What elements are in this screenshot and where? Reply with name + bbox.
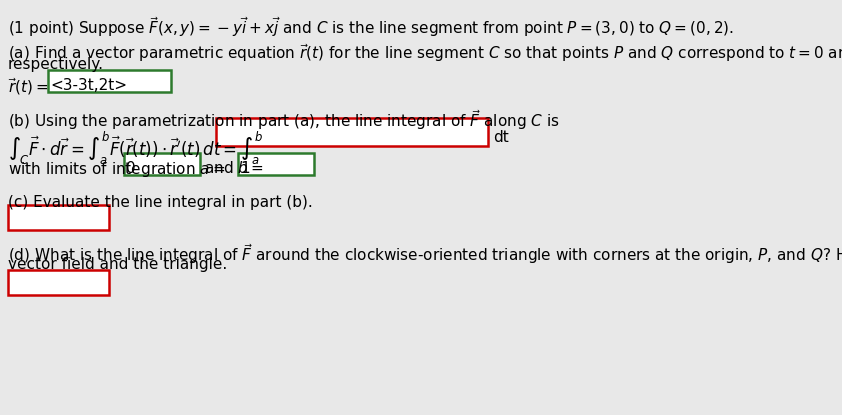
Text: dt: dt (493, 130, 509, 145)
Text: (a) Find a vector parametric equation $\vec{r}(t)$ for the line segment $C$ so t: (a) Find a vector parametric equation $\… (8, 42, 842, 64)
Text: respectively.: respectively. (8, 57, 104, 72)
Text: with limits of integration $a = $: with limits of integration $a = $ (8, 160, 225, 179)
Text: (1 point) Suppose $\vec{F}(x, y) = -y\vec{i} + x\vec{j}$ and $C$ is the line seg: (1 point) Suppose $\vec{F}(x, y) = -y\ve… (8, 15, 733, 39)
FancyBboxPatch shape (237, 153, 314, 175)
Text: vector field and the triangle.: vector field and the triangle. (8, 257, 226, 272)
Text: and $b = $: and $b = $ (204, 160, 264, 176)
Text: $\int_C \vec{F} \cdot d\vec{r} = \int_a^b \vec{F}(\vec{r}(t)) \cdot \vec{r}^{\pr: $\int_C \vec{F} \cdot d\vec{r} = \int_a^… (8, 130, 263, 167)
FancyBboxPatch shape (47, 70, 171, 92)
FancyBboxPatch shape (216, 118, 488, 146)
Text: (c) Evaluate the line integral in part (b).: (c) Evaluate the line integral in part (… (8, 195, 312, 210)
FancyBboxPatch shape (8, 205, 109, 230)
Text: 0: 0 (126, 161, 136, 176)
Text: <3-3t,2t>: <3-3t,2t> (50, 78, 127, 93)
FancyBboxPatch shape (8, 270, 109, 295)
Text: $\vec{r}(t) = $: $\vec{r}(t) = $ (8, 76, 48, 97)
Text: 1: 1 (240, 161, 250, 176)
Text: (d) What is the line integral of $\vec{F}$ around the clockwise-oriented triangl: (d) What is the line integral of $\vec{F… (8, 242, 842, 266)
FancyBboxPatch shape (124, 153, 200, 175)
Text: (b) Using the parametrization in part (a), the line integral of $\vec{F}$ along : (b) Using the parametrization in part (a… (8, 108, 559, 132)
